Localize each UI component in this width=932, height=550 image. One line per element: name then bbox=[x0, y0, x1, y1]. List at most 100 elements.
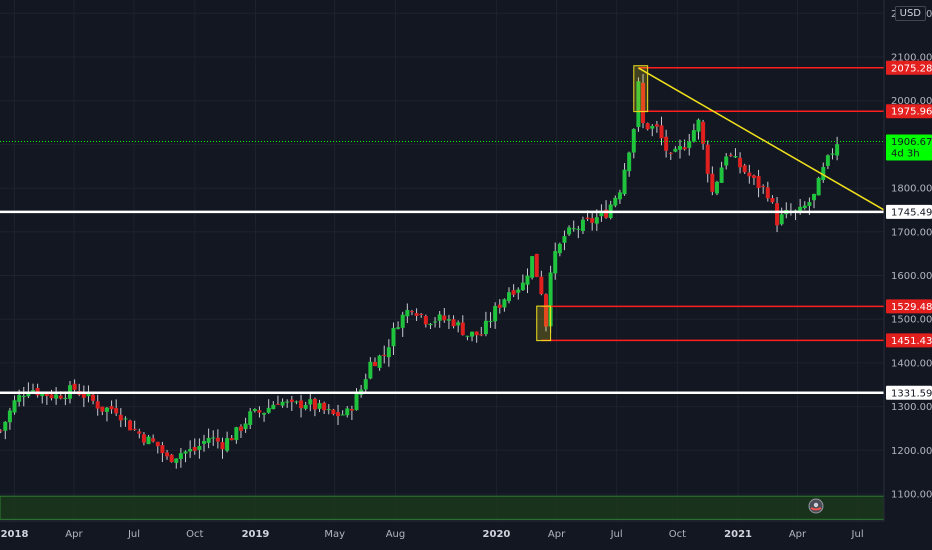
candle-up bbox=[488, 320, 493, 322]
candle-up bbox=[86, 392, 91, 397]
candle-up bbox=[483, 320, 488, 335]
candle-up bbox=[562, 236, 567, 243]
candle-up bbox=[631, 129, 636, 153]
candle-up bbox=[17, 395, 22, 402]
currency-label[interactable]: USD bbox=[894, 6, 926, 21]
time-axis[interactable]: 2018 Apr Jul Oct 2019 May Aug 2020 Apr Jul Oct 2021… bbox=[1, 529, 864, 540]
x-tick-label: Jul bbox=[610, 529, 623, 540]
candle-down bbox=[751, 175, 756, 178]
candle-up bbox=[516, 289, 521, 293]
resistance-1529-tag bbox=[886, 299, 932, 314]
candle-up bbox=[400, 314, 405, 328]
candle-up bbox=[687, 141, 692, 148]
candle-up bbox=[779, 214, 784, 225]
candle-up bbox=[812, 193, 817, 201]
covid-low-box bbox=[536, 305, 552, 342]
candle-up bbox=[183, 451, 188, 454]
candle-up bbox=[594, 217, 599, 224]
candle-up bbox=[354, 393, 359, 411]
candle-up bbox=[465, 335, 470, 337]
candle-down bbox=[160, 445, 165, 454]
candle-up bbox=[520, 282, 525, 291]
candle-down bbox=[701, 121, 706, 144]
high-box bbox=[633, 65, 649, 113]
trendline-layer[interactable] bbox=[638, 67, 885, 211]
candle-up bbox=[835, 144, 840, 156]
candle-down bbox=[442, 315, 447, 321]
candle-up bbox=[613, 197, 618, 206]
resistance-1529-value: 1529.486 bbox=[891, 302, 932, 313]
candle-down bbox=[257, 410, 262, 413]
candle-down bbox=[534, 253, 539, 277]
x-tick-label: Apr bbox=[548, 529, 566, 540]
candle-down bbox=[58, 395, 63, 399]
candle-up bbox=[525, 275, 530, 285]
x-tick-label: Jul bbox=[851, 529, 864, 540]
candle-up bbox=[178, 453, 183, 460]
candle-up bbox=[798, 206, 803, 211]
y-tick-label: 1700.000 bbox=[891, 227, 932, 238]
y-tick-label: 1100.000 bbox=[891, 490, 932, 501]
candle-down bbox=[275, 403, 280, 405]
candle-up bbox=[714, 181, 719, 194]
candle-down bbox=[72, 383, 77, 390]
candle-down bbox=[664, 136, 669, 151]
candle-up bbox=[627, 152, 632, 172]
settings-icon[interactable] bbox=[808, 498, 824, 514]
candle-down bbox=[474, 331, 479, 336]
candle-up bbox=[234, 427, 239, 441]
candle-up bbox=[266, 407, 271, 413]
candle-down bbox=[710, 173, 715, 192]
candle-down bbox=[169, 454, 174, 463]
candle-up bbox=[252, 409, 257, 412]
grid-lines bbox=[0, 0, 884, 521]
x-tick-label: 2018 bbox=[1, 529, 29, 540]
candle-down bbox=[0, 430, 3, 432]
candle-up bbox=[553, 251, 558, 274]
x-tick-label: Oct bbox=[186, 529, 203, 540]
y-tick-label: 1300.000 bbox=[891, 402, 932, 413]
x-tick-label: 2021 bbox=[724, 529, 752, 540]
candle-up bbox=[571, 228, 576, 230]
candle-up bbox=[243, 423, 248, 430]
candle-up bbox=[368, 361, 373, 379]
candle-down bbox=[451, 319, 456, 327]
candle-up bbox=[816, 177, 821, 196]
candle-down bbox=[409, 311, 414, 313]
candle-up bbox=[807, 202, 812, 206]
candle-up bbox=[493, 305, 498, 322]
candle-up bbox=[123, 418, 128, 420]
candle-up bbox=[262, 413, 267, 415]
candle-down bbox=[539, 276, 544, 295]
candle-up bbox=[202, 441, 206, 444]
candle-down bbox=[414, 313, 419, 316]
candle-up bbox=[54, 394, 59, 399]
candle-up bbox=[225, 438, 230, 451]
level-lines[interactable] bbox=[0, 67, 884, 395]
candle-up bbox=[294, 401, 299, 403]
candle-down bbox=[229, 438, 234, 441]
candle-up bbox=[724, 156, 729, 166]
candle-up bbox=[12, 400, 17, 413]
candle-up bbox=[678, 146, 682, 150]
candle-up bbox=[31, 390, 36, 392]
candle-down bbox=[331, 409, 336, 414]
candle-down bbox=[756, 176, 761, 188]
candle-up bbox=[188, 449, 193, 452]
candle-up bbox=[507, 292, 512, 302]
candle-down bbox=[460, 322, 465, 335]
candle-down bbox=[81, 393, 86, 398]
current-price-value: 1906.676 bbox=[891, 137, 932, 148]
candle-up bbox=[7, 410, 12, 423]
y-tick-label: 1600.000 bbox=[891, 271, 932, 282]
candle-up bbox=[821, 167, 826, 181]
box-layer[interactable] bbox=[536, 65, 649, 342]
candle-down bbox=[668, 152, 673, 154]
candle-down bbox=[336, 412, 341, 417]
y-tick-label: 2100.000 bbox=[891, 53, 932, 64]
candle-up bbox=[21, 395, 26, 397]
candle-down bbox=[132, 428, 137, 430]
support-1745-tag bbox=[886, 204, 932, 219]
candle-up bbox=[502, 299, 507, 308]
